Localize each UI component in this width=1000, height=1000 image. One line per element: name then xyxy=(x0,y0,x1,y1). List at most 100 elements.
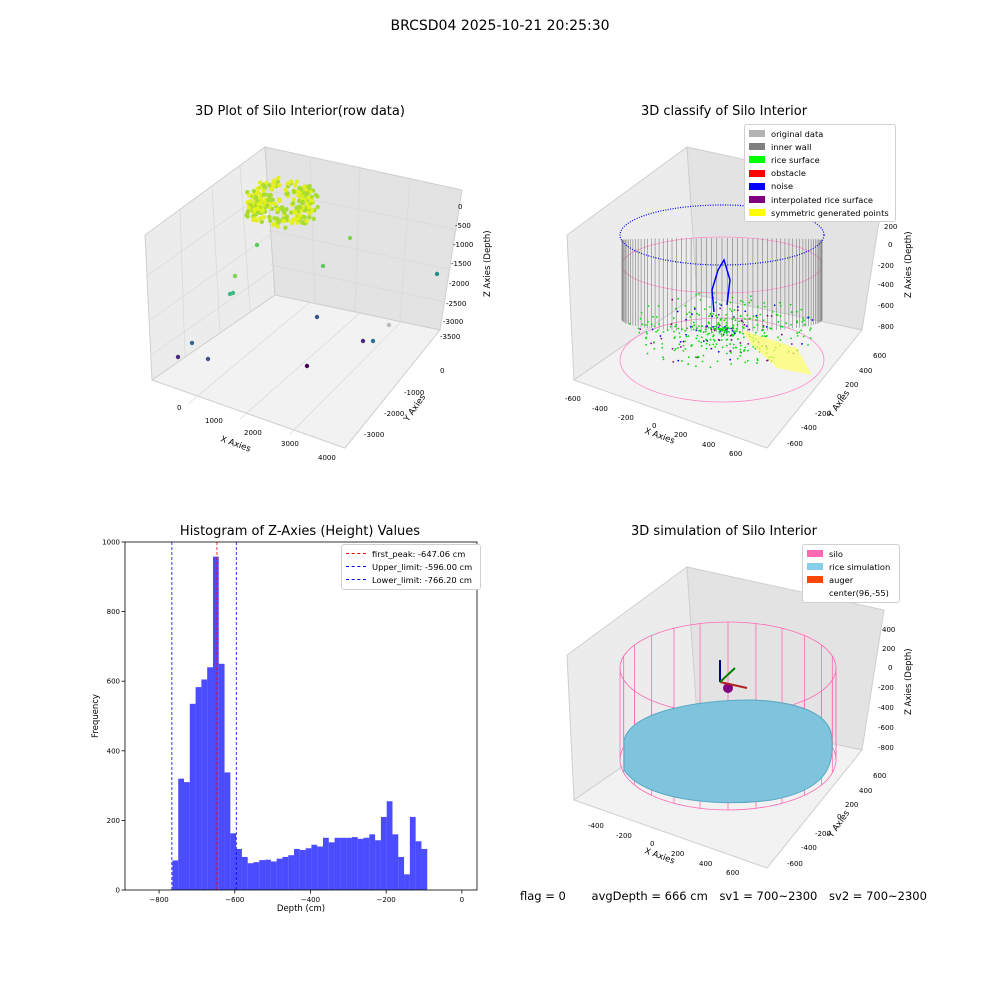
auger xyxy=(719,660,748,693)
surface-point xyxy=(709,338,712,341)
histogram-bar xyxy=(317,846,323,890)
data-point xyxy=(288,210,294,215)
data-point xyxy=(272,201,278,207)
z-tick: -1000 xyxy=(453,241,473,249)
surface-point xyxy=(680,360,683,362)
data-point xyxy=(284,207,289,212)
surface-point xyxy=(725,313,728,316)
surface-point xyxy=(673,349,676,352)
x-tick: 400 xyxy=(699,860,712,868)
data-point xyxy=(246,205,252,210)
histogram-bar xyxy=(404,874,410,890)
surface-point xyxy=(677,359,680,362)
data-point xyxy=(370,338,376,344)
data-point xyxy=(267,218,273,224)
depth-histogram: −800 −600 −400 −200 0 0 200 400 600 800 1000 Dept… xyxy=(91,539,478,914)
surface-point xyxy=(748,318,751,320)
x-tick: -600 xyxy=(565,395,581,403)
data-point xyxy=(253,195,258,201)
surface-point xyxy=(710,347,713,350)
x-axis-label: Depth (cm) xyxy=(277,904,325,914)
surface-point xyxy=(689,316,692,318)
data-point xyxy=(256,202,261,207)
y-tick: 0 xyxy=(440,367,444,375)
surface-point xyxy=(730,352,732,354)
surface-point xyxy=(739,351,742,353)
surface-point xyxy=(645,337,648,340)
y-tick-label: 200 xyxy=(107,817,120,825)
surface-point xyxy=(696,312,699,315)
surface-point xyxy=(647,320,649,323)
surface-point xyxy=(681,328,683,331)
surface-point xyxy=(726,327,729,330)
surface-point xyxy=(708,344,711,346)
surface-point xyxy=(734,319,737,322)
histogram-bar xyxy=(259,860,266,890)
surface-point xyxy=(724,327,726,330)
z-tick: 200 xyxy=(884,223,897,231)
surface-point xyxy=(691,313,693,316)
surface-point xyxy=(660,337,663,340)
x-tick-label: −200 xyxy=(377,896,396,904)
surface-point xyxy=(740,319,743,322)
data-point xyxy=(294,179,299,184)
data-point xyxy=(271,183,277,189)
data-point xyxy=(245,209,251,214)
z-tick: -600 xyxy=(878,302,894,310)
surface-point xyxy=(712,343,715,346)
surface-point xyxy=(662,358,665,361)
surface-point xyxy=(662,330,665,333)
surface-point xyxy=(679,345,682,348)
legend-entry: first_peak: -647.06 cm xyxy=(346,547,476,560)
data-point xyxy=(297,185,302,191)
surface-point xyxy=(763,305,766,308)
surface-point xyxy=(729,334,732,337)
data-point xyxy=(261,188,266,193)
data-point xyxy=(292,183,298,188)
surface-point xyxy=(730,327,733,330)
data-point xyxy=(285,191,290,196)
data-point xyxy=(267,214,272,220)
surface-point xyxy=(744,318,746,320)
surface-point xyxy=(720,333,723,336)
legend-entry: obstacle xyxy=(749,167,891,180)
surface-point xyxy=(737,338,739,341)
surface-point xyxy=(766,314,769,317)
y-tick: -400 xyxy=(801,844,817,852)
histogram-bar xyxy=(363,837,370,890)
data-point xyxy=(296,193,301,198)
data-point xyxy=(309,198,315,204)
data-point xyxy=(276,175,281,181)
surface-point xyxy=(752,315,755,318)
surface-point xyxy=(677,327,680,330)
surface-point xyxy=(729,301,732,304)
data-point xyxy=(305,202,310,207)
surface-point xyxy=(753,326,755,329)
surface-point xyxy=(717,350,720,353)
surface-point xyxy=(739,355,742,357)
y-tick: 400 xyxy=(859,787,872,795)
surface-point xyxy=(732,324,735,327)
surface-point xyxy=(750,299,753,302)
surface-point xyxy=(701,360,704,363)
surface-point xyxy=(710,328,713,331)
surface-point xyxy=(748,301,751,304)
surface-point xyxy=(720,338,723,341)
surface-point xyxy=(705,342,708,345)
legend-swatch xyxy=(749,182,765,190)
surface-point xyxy=(779,304,782,307)
z-tick: -600 xyxy=(878,724,894,732)
surface-point xyxy=(698,292,701,295)
surface-point xyxy=(701,325,703,328)
plot-frame xyxy=(124,541,478,891)
surface-point xyxy=(640,311,643,314)
z-tick: -2000 xyxy=(449,280,469,288)
surface-point xyxy=(708,315,711,318)
legend-swatch xyxy=(749,156,765,164)
data-point xyxy=(296,198,302,204)
legend-entry: symmetric generated points xyxy=(749,206,891,219)
surface-point xyxy=(682,340,685,343)
surface-point xyxy=(641,323,644,326)
surface-point xyxy=(661,343,664,345)
surface-point xyxy=(742,327,745,329)
